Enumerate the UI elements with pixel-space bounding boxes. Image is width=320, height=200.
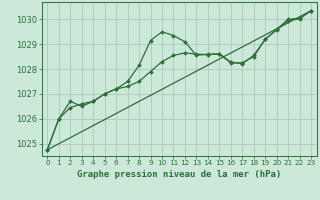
X-axis label: Graphe pression niveau de la mer (hPa): Graphe pression niveau de la mer (hPa) <box>77 170 281 179</box>
